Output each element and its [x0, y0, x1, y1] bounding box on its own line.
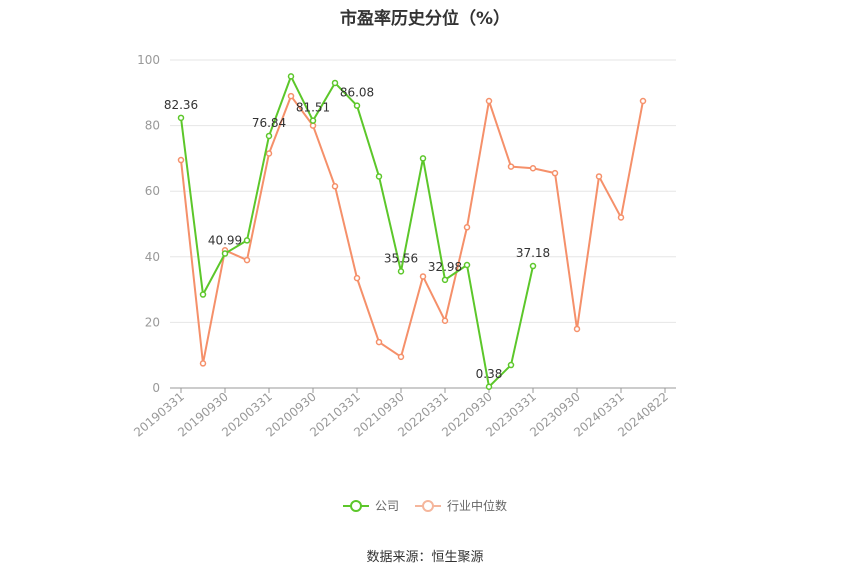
- data-point-1: [595, 173, 603, 180]
- data-point-0: [353, 102, 361, 109]
- data-point-1: [397, 353, 405, 361]
- y-tick-label: 100: [137, 53, 160, 67]
- data-point-1: [177, 156, 185, 164]
- data-point-0: [397, 268, 405, 275]
- data-label: 76.84: [252, 116, 286, 130]
- legend-swatch-company: [342, 499, 369, 512]
- data-point-0: [309, 117, 317, 124]
- series-line-0: [180, 75, 534, 388]
- data-point-0: [331, 79, 339, 87]
- data-point-0: [265, 132, 273, 140]
- data-point-0: [221, 250, 229, 257]
- data-point-0: [419, 155, 427, 162]
- data-label: 37.18: [516, 246, 550, 260]
- legend-item-industry-median[interactable]: 行业中位数: [415, 497, 507, 514]
- y-tick-label: 20: [145, 315, 160, 329]
- label-layer: 82.36 40.99 76.84 81.51 86.08 35.56 32.98 0.38 3…: [164, 86, 550, 381]
- legend-label-industry-median: 行业中位数: [447, 499, 508, 513]
- data-label: 32.98: [428, 260, 462, 274]
- data-point-0: [463, 261, 471, 269]
- legend-swatch-industry-median: [415, 499, 441, 512]
- y-tick-label: 40: [145, 250, 160, 264]
- data-point-1: [573, 325, 581, 333]
- data-label: 0.38: [476, 367, 503, 381]
- data-point-0: [375, 173, 383, 180]
- data-source-note: 数据来源：恒生聚源: [366, 550, 484, 565]
- chart-title: 市盈率历史分位（%）: [339, 9, 511, 29]
- legend: 公司 行业中位数: [0, 497, 850, 514]
- y-tick-label: 60: [145, 184, 160, 198]
- data-point-0: [529, 262, 537, 270]
- data-point-1: [507, 163, 515, 170]
- data-point-1: [529, 164, 537, 172]
- data-point-0: [485, 383, 493, 391]
- data-point-0: [287, 73, 295, 80]
- data-label: 82.36: [164, 98, 198, 112]
- y-tick-label: 0: [152, 381, 160, 395]
- data-point-1: [375, 338, 383, 346]
- legend-item-company[interactable]: 公司: [342, 497, 399, 514]
- series-layer: [177, 73, 647, 391]
- legend-label-company: 公司: [374, 499, 399, 513]
- y-tick-label: 80: [145, 119, 160, 133]
- data-label: 86.08: [340, 86, 374, 100]
- data-point-0: [199, 291, 207, 298]
- data-label: 35.56: [384, 251, 418, 265]
- data-point-0: [177, 114, 185, 122]
- data-point-0: [243, 237, 251, 244]
- data-point-0: [441, 276, 449, 284]
- data-point-1: [441, 317, 449, 325]
- data-point-1: [551, 169, 559, 177]
- data-point-1: [199, 360, 207, 367]
- data-point-1: [353, 274, 361, 282]
- data-point-1: [243, 256, 251, 264]
- data-point-1: [463, 224, 471, 231]
- data-point-1: [419, 273, 427, 280]
- data-point-1: [485, 97, 493, 105]
- data-point-1: [639, 97, 647, 105]
- series-line-1: [180, 95, 644, 365]
- data-point-0: [507, 361, 515, 369]
- data-point-1: [287, 92, 295, 100]
- data-label: 81.51: [296, 101, 330, 115]
- grid-layer: [170, 59, 676, 323]
- data-point-1: [331, 183, 339, 190]
- data-label: 40.99: [208, 234, 242, 248]
- data-point-1: [617, 214, 625, 221]
- data-point-1: [265, 150, 273, 157]
